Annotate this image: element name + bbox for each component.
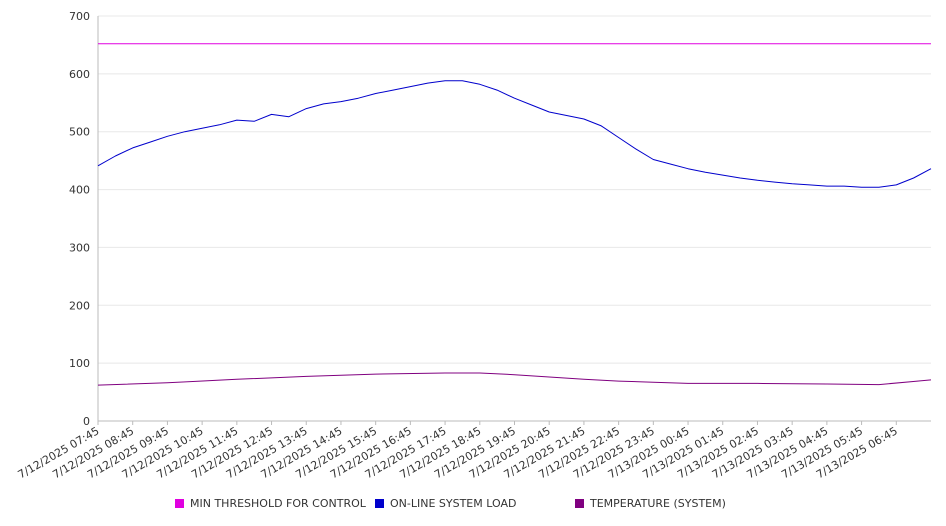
y-tick-label: 700 bbox=[69, 10, 90, 23]
y-tick-label: 500 bbox=[69, 126, 90, 139]
y-tick-label: 100 bbox=[69, 357, 90, 370]
y-tick-label: 600 bbox=[69, 68, 90, 81]
legend-label-temperature: TEMPERATURE (SYSTEM) bbox=[590, 497, 726, 510]
legend-swatch-system-load bbox=[375, 499, 384, 508]
legend-label-min-threshold: MIN THRESHOLD FOR CONTROL bbox=[190, 497, 366, 510]
series-line-temperature bbox=[97, 372, 932, 386]
legend-label-system-load: ON-LINE SYSTEM LOAD bbox=[390, 497, 517, 510]
axes bbox=[97, 16, 931, 425]
legend-swatch-temperature bbox=[575, 499, 584, 508]
grid-lines bbox=[98, 15, 931, 364]
legend-item-system-load: ON-LINE SYSTEM LOAD bbox=[375, 497, 516, 510]
legend-swatch-min-threshold bbox=[175, 499, 184, 508]
y-tick-label: 200 bbox=[69, 299, 90, 312]
legend-item-temperature: TEMPERATURE (SYSTEM) bbox=[575, 497, 726, 510]
y-tick-labels: 0 100 200 300 400 500 600 700 bbox=[69, 10, 90, 428]
legend: MIN THRESHOLD FOR CONTROL ON-LINE SYSTEM… bbox=[0, 497, 946, 515]
y-tick-label: 0 bbox=[83, 415, 90, 428]
series-lines bbox=[97, 43, 932, 386]
series-line-system-load bbox=[97, 80, 932, 188]
y-tick-label: 300 bbox=[69, 241, 90, 254]
legend-item-min-threshold: MIN THRESHOLD FOR CONTROL bbox=[175, 497, 366, 510]
y-tick-label: 400 bbox=[69, 184, 90, 197]
x-tick-labels: 7/12/2025 07:457/12/2025 08:457/12/2025 … bbox=[16, 424, 900, 481]
